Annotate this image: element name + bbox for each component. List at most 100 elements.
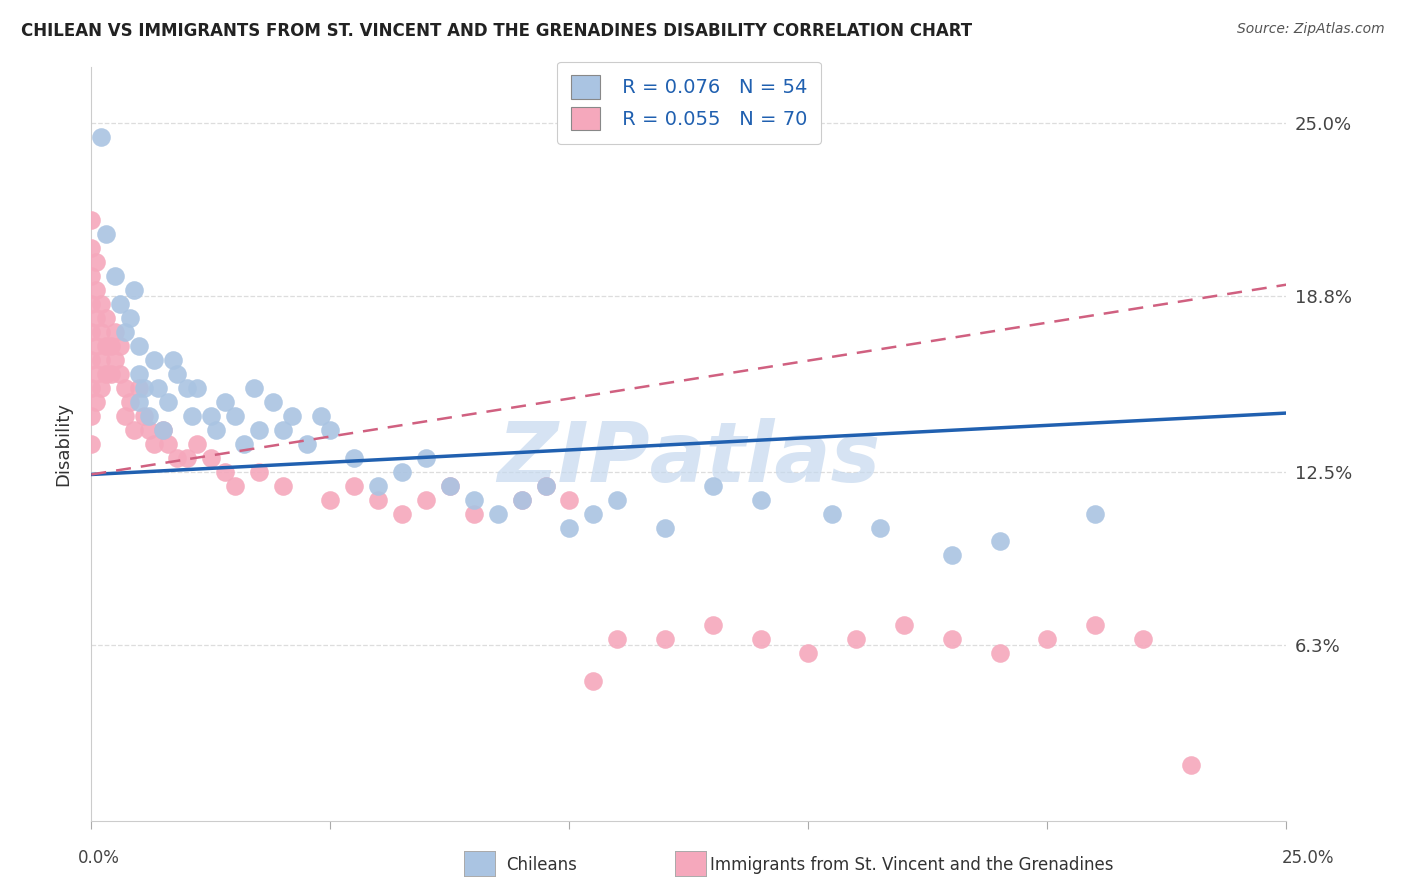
Point	[606, 492, 628, 507]
Point	[104, 269, 127, 284]
Point	[486, 507, 509, 521]
Point	[84, 367, 107, 381]
Point	[90, 381, 112, 395]
Point	[200, 450, 222, 465]
Point	[128, 367, 150, 381]
Point	[80, 437, 103, 451]
Point	[84, 339, 107, 353]
Text: 0.0%: 0.0%	[77, 849, 120, 867]
Point	[845, 632, 868, 647]
Point	[941, 632, 963, 647]
Point	[128, 339, 150, 353]
Point	[84, 395, 107, 409]
Point	[534, 478, 557, 492]
Point	[1180, 757, 1202, 772]
Point	[94, 367, 117, 381]
Point	[1084, 618, 1107, 632]
Text: ZIP​atlas: ZIP​atlas	[498, 418, 880, 500]
Point	[510, 492, 533, 507]
Point	[797, 646, 820, 660]
Point	[90, 297, 112, 311]
Point	[80, 213, 103, 227]
Point	[367, 478, 389, 492]
Point	[176, 381, 198, 395]
Point	[654, 632, 676, 647]
Point	[80, 269, 103, 284]
Point	[152, 423, 174, 437]
Point	[309, 409, 332, 423]
Point	[118, 311, 141, 326]
Point	[108, 367, 131, 381]
Point	[582, 674, 605, 689]
Point	[204, 423, 226, 437]
Point	[114, 381, 136, 395]
Point	[84, 255, 107, 269]
Point	[606, 632, 628, 647]
Point	[271, 423, 294, 437]
Point	[1036, 632, 1059, 647]
Point	[343, 478, 366, 492]
Point	[749, 632, 772, 647]
Point	[84, 283, 107, 297]
Point	[281, 409, 304, 423]
Point	[463, 492, 485, 507]
Point	[510, 492, 533, 507]
Point	[156, 437, 179, 451]
Legend:  R = 0.076   N = 54,  R = 0.055   N = 70: R = 0.076 N = 54, R = 0.055 N = 70	[557, 62, 821, 144]
Point	[247, 465, 270, 479]
Point	[80, 353, 103, 368]
Point	[224, 478, 246, 492]
Point	[100, 367, 122, 381]
Point	[80, 325, 103, 339]
Point	[142, 353, 165, 368]
Point	[166, 450, 188, 465]
Text: Source: ZipAtlas.com: Source: ZipAtlas.com	[1237, 22, 1385, 37]
Point	[893, 618, 915, 632]
Y-axis label: Disability: Disability	[55, 401, 73, 486]
Text: Immigrants from St. Vincent and the Grenadines: Immigrants from St. Vincent and the Gren…	[710, 856, 1114, 874]
Point	[214, 465, 236, 479]
Point	[90, 325, 112, 339]
Point	[941, 549, 963, 563]
Point	[118, 395, 141, 409]
Point	[463, 507, 485, 521]
Point	[415, 492, 437, 507]
Point	[128, 381, 150, 395]
Point	[988, 534, 1011, 549]
Point	[214, 395, 236, 409]
Point	[152, 423, 174, 437]
Point	[224, 409, 246, 423]
Point	[138, 423, 160, 437]
Text: Chileans: Chileans	[506, 856, 576, 874]
Point	[114, 325, 136, 339]
Point	[534, 478, 557, 492]
Point	[90, 129, 112, 144]
Point	[319, 423, 342, 437]
Point	[104, 325, 127, 339]
Point	[558, 520, 581, 534]
Point	[1132, 632, 1154, 647]
Point	[80, 381, 103, 395]
Point	[148, 381, 170, 395]
Point	[80, 241, 103, 255]
Point	[295, 437, 318, 451]
Point	[262, 395, 284, 409]
Point	[138, 409, 160, 423]
Point	[104, 353, 127, 368]
Point	[415, 450, 437, 465]
Point	[233, 437, 256, 451]
Point	[94, 227, 117, 242]
Point	[108, 339, 131, 353]
Point	[186, 381, 208, 395]
Point	[439, 478, 461, 492]
Point	[271, 478, 294, 492]
Point	[128, 395, 150, 409]
Point	[654, 520, 676, 534]
Point	[702, 478, 724, 492]
Point	[132, 381, 155, 395]
Point	[156, 395, 179, 409]
Point	[869, 520, 891, 534]
Point	[94, 339, 117, 353]
Point	[142, 437, 165, 451]
Point	[988, 646, 1011, 660]
